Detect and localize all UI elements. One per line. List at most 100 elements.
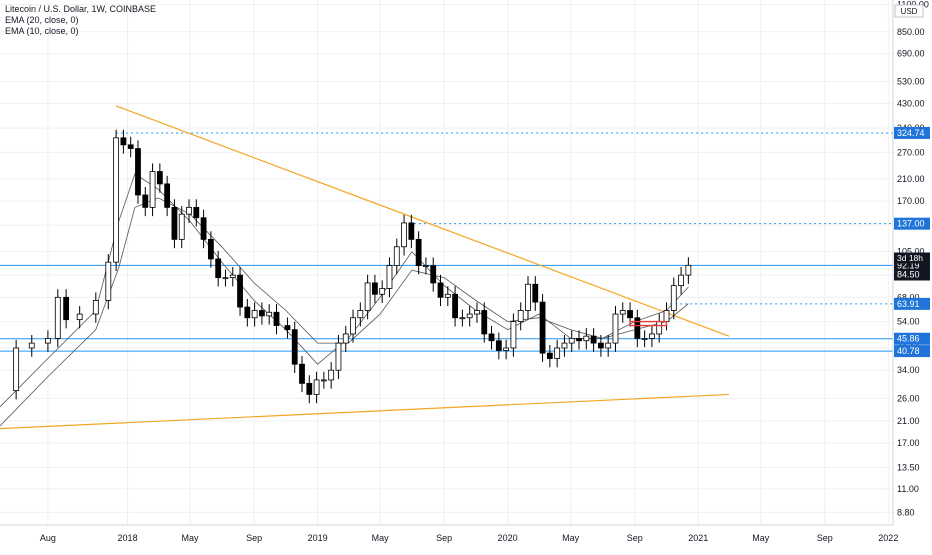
candle-body: [156, 171, 163, 185]
y-tick-label: 54.00: [897, 317, 920, 327]
candle-body: [142, 194, 149, 208]
y-tick-label: 8.80: [897, 507, 915, 517]
candle-body: [259, 310, 265, 317]
candle-body: [634, 317, 641, 339]
price-tag-label: 84.50: [897, 269, 920, 279]
candle-body: [408, 222, 415, 240]
candle-body: [561, 342, 568, 349]
candle-body: [401, 222, 407, 248]
x-tick-label: May: [182, 533, 200, 543]
candle-body: [423, 265, 429, 267]
candle-body: [135, 148, 141, 196]
y-tick-label: 270.00: [897, 147, 925, 157]
candle-body: [244, 306, 251, 319]
trendline-descending-resistance: [115, 105, 730, 337]
candle-body: [320, 379, 327, 382]
candle-body: [495, 340, 502, 351]
y-tick-label: 105.00: [897, 247, 925, 257]
price-tag-label: 137.00: [897, 219, 925, 229]
x-tick-label: Sep: [246, 533, 262, 543]
candle-body: [13, 347, 20, 392]
candle-body: [678, 274, 684, 287]
candle-body: [685, 264, 692, 276]
candle-body: [164, 183, 171, 208]
candle-body: [171, 206, 178, 240]
candle-body: [459, 317, 466, 320]
candle-body: [328, 369, 335, 381]
candle-body: [437, 282, 444, 298]
price-tag: [894, 345, 930, 358]
candle-body: [568, 338, 575, 344]
candle-body: [299, 363, 305, 384]
candle-body: [222, 277, 229, 280]
candle-body: [186, 206, 192, 215]
candle-body: [273, 311, 280, 326]
x-tick-label: 2022: [878, 533, 898, 543]
candle-body: [193, 206, 200, 219]
candle-body: [372, 282, 378, 295]
y-tick-label: 690.00: [897, 49, 925, 59]
candle-body: [612, 313, 619, 344]
x-tick-label: Sep: [817, 533, 833, 543]
candle-body: [430, 265, 437, 284]
x-tick-label: Aug: [40, 533, 56, 543]
countdown-tag: [894, 252, 930, 264]
x-tick-label: 2018: [118, 533, 138, 543]
candle-body: [597, 342, 604, 349]
price-tag: [894, 217, 930, 230]
candle-body: [149, 171, 156, 208]
candle-body: [200, 217, 207, 240]
candle-body: [105, 261, 112, 301]
chart-title: Litecoin / U.S. Dollar, 1W, COINBASE: [5, 4, 157, 14]
candle-body: [510, 321, 517, 349]
ema-10-legend: EMA (10, close, 0): [5, 26, 79, 36]
candle-body: [517, 310, 524, 322]
candle-body: [379, 288, 386, 295]
y-tick-label: 13.50: [897, 462, 920, 472]
candle-body: [619, 310, 626, 315]
candle-body: [45, 338, 51, 344]
candle-body: [313, 379, 320, 395]
x-tick-label: 2020: [498, 533, 518, 543]
y-tick-label: 21.00: [897, 416, 920, 426]
candle-body: [127, 144, 134, 149]
candle-body: [215, 258, 222, 279]
candle-body: [525, 283, 531, 311]
candle-body: [670, 285, 677, 311]
candle-body: [554, 347, 561, 359]
candle-body: [178, 213, 185, 240]
candle-body: [237, 274, 243, 308]
candle-body: [503, 347, 510, 351]
y-tick-label: 68.00: [897, 292, 920, 302]
candle-body: [627, 310, 633, 319]
y-tick-label: 210.00: [897, 174, 925, 184]
candle-body: [54, 296, 61, 339]
candle-body: [386, 265, 393, 289]
candle-body: [546, 352, 553, 359]
candle-body: [342, 333, 349, 344]
candle-body: [63, 296, 70, 321]
candle-body: [284, 325, 291, 331]
candle-body: [291, 329, 298, 365]
y-tick-label: 430.00: [897, 98, 925, 108]
trendline-ascending-support: [0, 393, 730, 430]
y-tick-label: 170.00: [897, 196, 925, 206]
candle-body: [335, 342, 342, 371]
price-tag-label: 63.91: [897, 299, 920, 309]
candle-body: [576, 338, 582, 342]
candle-body: [641, 338, 648, 340]
candle-body: [663, 310, 670, 322]
candle-body: [590, 335, 597, 344]
candle-body: [266, 311, 273, 317]
candle-body: [120, 137, 127, 146]
x-tick-label: 2019: [308, 533, 328, 543]
candle-body: [306, 382, 313, 395]
candle-body: [539, 301, 546, 354]
countdown-label: 3d 18h: [897, 253, 923, 263]
candle-body: [488, 333, 495, 342]
y-tick-label: 26.00: [897, 393, 920, 403]
y-tick-label: 17.00: [897, 438, 920, 448]
price-tag: [894, 126, 930, 139]
